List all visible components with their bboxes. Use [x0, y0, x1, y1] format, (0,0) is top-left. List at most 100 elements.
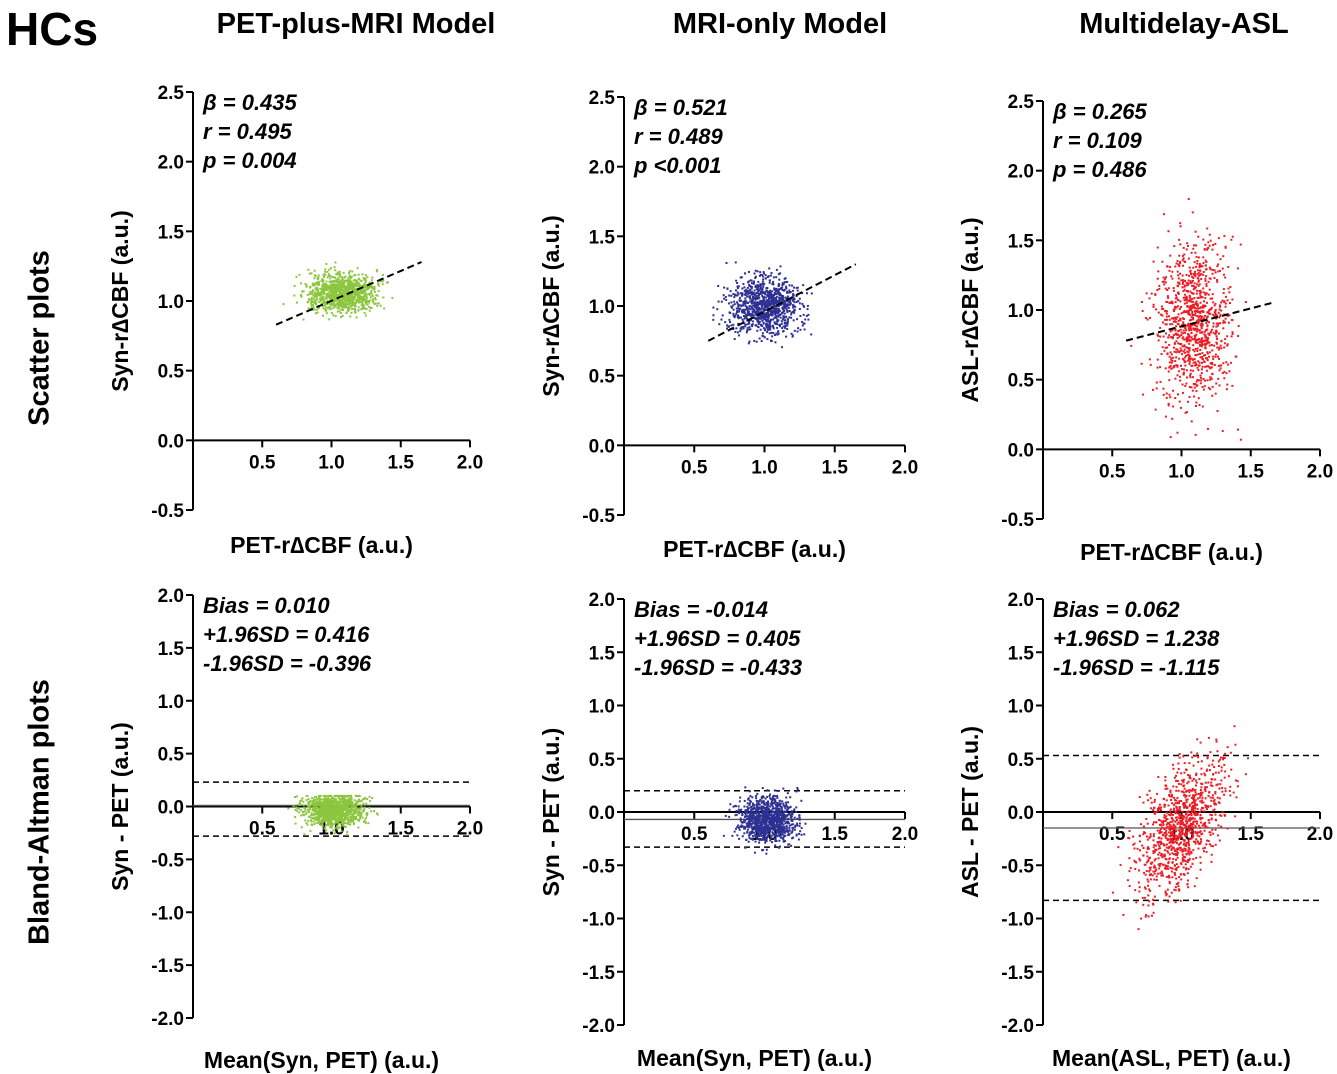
- data-point: [344, 296, 347, 299]
- data-point: [1186, 337, 1189, 340]
- data-point: [358, 794, 361, 797]
- data-point: [1186, 299, 1189, 302]
- data-point: [788, 827, 791, 830]
- data-point: [316, 311, 319, 314]
- data-point: [743, 309, 746, 312]
- data-point: [1186, 290, 1189, 293]
- data-point: [1168, 302, 1171, 305]
- data-point: [325, 805, 328, 808]
- data-point: [316, 288, 319, 291]
- data-point: [756, 800, 759, 803]
- data-point: [300, 293, 303, 296]
- data-point: [1171, 301, 1174, 304]
- data-point: [744, 813, 747, 816]
- data-point: [328, 823, 331, 826]
- data-point: [746, 815, 749, 818]
- data-point: [758, 824, 761, 827]
- data-point: [723, 286, 726, 289]
- data-point: [1185, 382, 1188, 385]
- data-point: [810, 292, 813, 295]
- data-point: [750, 285, 753, 288]
- data-point: [341, 794, 344, 797]
- data-point: [758, 841, 761, 844]
- data-point: [1175, 356, 1178, 359]
- data-point: [1202, 262, 1205, 265]
- data-point: [1192, 344, 1195, 347]
- data-point: [780, 822, 783, 825]
- data-point: [337, 809, 340, 812]
- data-point: [328, 812, 331, 815]
- data-point: [750, 826, 753, 829]
- data-point: [770, 804, 773, 807]
- data-point: [1182, 257, 1185, 260]
- data-point: [1214, 308, 1217, 311]
- data-point: [746, 313, 749, 316]
- data-point: [1204, 334, 1207, 337]
- data-point: [736, 291, 739, 294]
- data-point: [1177, 281, 1180, 284]
- data-point: [1225, 388, 1228, 391]
- data-point: [345, 800, 348, 803]
- data-point: [1203, 330, 1206, 333]
- data-point: [777, 819, 780, 822]
- data-point: [774, 833, 777, 836]
- data-point: [777, 802, 780, 805]
- data-point: [1205, 275, 1208, 278]
- data-point: [744, 325, 747, 328]
- data-point: [1166, 288, 1169, 291]
- data-point: [306, 823, 309, 826]
- data-point: [322, 274, 325, 277]
- data-point: [758, 274, 761, 277]
- data-point: [1184, 296, 1187, 299]
- data-point: [1178, 262, 1181, 265]
- data-point: [792, 836, 795, 839]
- data-point: [753, 339, 756, 342]
- data-point: [316, 281, 319, 284]
- data-point: [762, 317, 765, 320]
- data-point: [366, 300, 369, 303]
- data-point: [791, 334, 794, 337]
- data-point: [368, 305, 371, 308]
- data-point: [774, 289, 777, 292]
- data-point: [762, 271, 765, 274]
- data-point: [1219, 367, 1222, 370]
- data-point: [766, 795, 769, 798]
- data-point: [362, 283, 365, 286]
- data-point: [1199, 264, 1202, 267]
- data-point: [726, 327, 729, 330]
- data-point: [341, 289, 344, 292]
- data-point: [1188, 357, 1191, 360]
- data-point: [330, 803, 333, 806]
- data-point: [786, 309, 789, 312]
- data-point: [371, 276, 374, 279]
- data-point: [777, 332, 780, 335]
- data-point: [756, 310, 759, 313]
- data-point: [343, 805, 346, 808]
- data-point: [320, 298, 323, 301]
- data-point: [1185, 310, 1188, 313]
- data-point: [330, 285, 333, 288]
- data-point: [1187, 274, 1190, 277]
- data-point: [1175, 351, 1178, 354]
- data-point: [1236, 428, 1239, 431]
- data-point: [343, 282, 346, 285]
- data-point: [781, 825, 784, 828]
- data-point: [1185, 281, 1188, 284]
- data-point: [737, 305, 740, 308]
- data-point: [1218, 308, 1221, 311]
- data-point: [332, 804, 335, 807]
- data-point: [777, 285, 780, 288]
- data-point: [343, 296, 346, 299]
- data-point: [1173, 320, 1176, 323]
- data-point: [1212, 355, 1215, 358]
- data-point: [787, 306, 790, 309]
- data-point: [1200, 327, 1203, 330]
- data-point: [338, 272, 341, 275]
- data-point: [743, 815, 746, 818]
- data-point: [313, 269, 316, 272]
- data-point: [771, 841, 774, 844]
- data-point: [1202, 270, 1205, 273]
- data-point: [1207, 341, 1210, 344]
- data-point: [755, 302, 758, 305]
- data-point: [335, 802, 338, 805]
